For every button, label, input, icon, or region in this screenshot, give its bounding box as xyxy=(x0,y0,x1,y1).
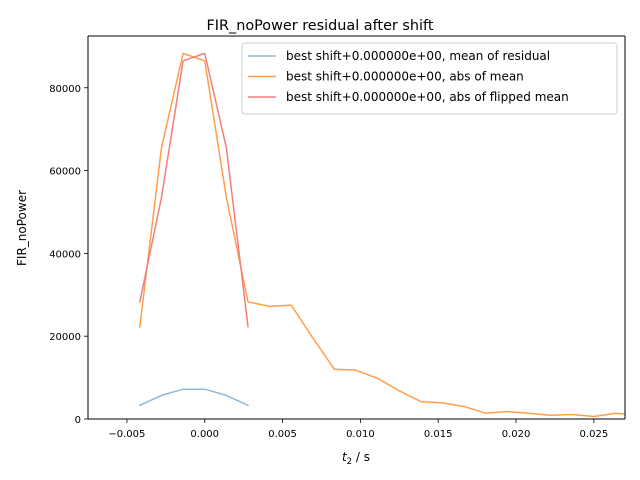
chart-title: FIR_noPower residual after shift xyxy=(206,18,433,34)
series-line-3 xyxy=(138,52,249,328)
legend: best shift+0.000000e+00, mean of residua… xyxy=(241,42,618,115)
x-tick-label: 0.010 xyxy=(346,429,375,440)
x-axis-ticks: −0.005 0.000 0.005 0.010 0.015 0.020 0.025 xyxy=(108,419,608,440)
legend-label: best shift+0.000000e+00, abs of mean xyxy=(286,70,524,84)
legend-box xyxy=(241,42,618,115)
x-tick-label: 0.000 xyxy=(190,429,219,440)
y-tick-label: 0 xyxy=(75,415,81,426)
y-axis-label: FIR_noPower xyxy=(15,190,29,266)
legend-label: best shift+0.000000e+00, abs of flipped … xyxy=(286,90,569,104)
y-tick-label: 20000 xyxy=(49,332,81,343)
x-tick-label: 0.015 xyxy=(424,429,453,440)
legend-entries: best shift+0.000000e+00, mean of residua… xyxy=(248,49,569,104)
legend-entry-2: best shift+0.000000e+00, abs of mean xyxy=(248,70,524,84)
series-line-1 xyxy=(138,388,250,407)
x-tick-label: 0.005 xyxy=(268,429,297,440)
x-tick-label: −0.005 xyxy=(108,429,145,440)
axes-frame xyxy=(87,35,626,420)
x-axis-label-subscript: 2 xyxy=(347,457,352,467)
y-tick-label: 80000 xyxy=(49,84,81,95)
x-tick-label: 0.025 xyxy=(580,429,609,440)
series-line-2 xyxy=(138,52,625,418)
x-axis-label-variable: t xyxy=(342,450,348,464)
y-tick-label: 40000 xyxy=(49,249,81,260)
x-axis-label: t2 / s xyxy=(342,450,370,467)
x-tick-label: 0.020 xyxy=(502,429,531,440)
y-axis-ticks: 0 20000 40000 60000 80000 xyxy=(49,84,88,426)
legend-label: best shift+0.000000e+00, mean of residua… xyxy=(286,49,550,63)
legend-entry-1: best shift+0.000000e+00, mean of residua… xyxy=(248,49,550,63)
series-layer xyxy=(138,52,625,418)
legend-entry-3: best shift+0.000000e+00, abs of flipped … xyxy=(248,90,569,104)
x-axis-label-unit: / s xyxy=(352,450,370,464)
y-tick-label: 60000 xyxy=(49,167,81,178)
